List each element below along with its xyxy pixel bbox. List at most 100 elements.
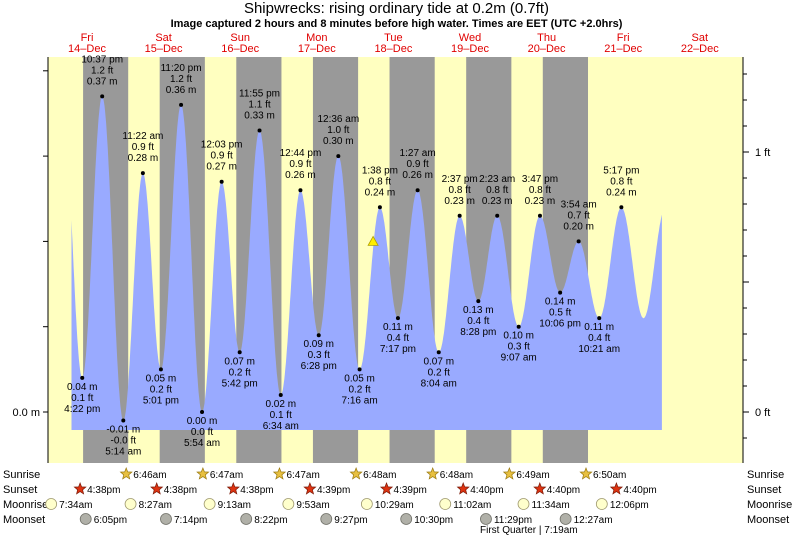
- sunrise-icon: [426, 467, 440, 480]
- moonset-icon: [480, 513, 492, 525]
- low-tide-label: 0.10 m: [503, 331, 534, 342]
- sunset-icon: [150, 482, 164, 495]
- sunset-icon: [303, 482, 317, 495]
- low-tide-label: 0.00 m: [187, 416, 218, 427]
- sunset-time: 4:40pm: [623, 485, 656, 496]
- date-label: 21–Dec: [604, 43, 642, 55]
- date-label: 19–Dec: [451, 43, 489, 55]
- day-of-week-label: Sat: [155, 32, 172, 44]
- high-tide-label: 0.26 m: [285, 170, 316, 181]
- low-tide-label: 5:01 pm: [143, 395, 179, 406]
- low-tide-label: 5:14 am: [105, 447, 141, 458]
- low-tide-label: 0.09 m: [303, 339, 334, 350]
- moonset-time: 12:27am: [574, 515, 613, 526]
- moonset-time: 10:30pm: [414, 515, 453, 526]
- high-tide-label: 0.8 ft: [486, 185, 508, 196]
- high-tide-label: 2:23 am: [479, 174, 515, 185]
- low-tide-label: 10:21 am: [578, 344, 620, 355]
- moonrise-time: 7:34am: [59, 500, 92, 511]
- low-tide-label: 0.2 ft: [428, 367, 450, 378]
- moonset-time: 9:27pm: [334, 515, 367, 526]
- low-tide-label: 0.05 m: [146, 373, 177, 384]
- high-tide-label: 11:22 am: [122, 131, 163, 142]
- low-tide-label: 0.4 ft: [588, 333, 610, 344]
- low-tide-label: 0.0 ft: [191, 427, 213, 438]
- sunset-icon: [73, 482, 87, 495]
- high-tide-point: [415, 188, 420, 193]
- high-tide-label: 0.20 m: [563, 221, 594, 232]
- current-tide-marker: [367, 235, 379, 246]
- low-tide-point: [357, 367, 362, 372]
- low-tide-point: [278, 392, 283, 397]
- high-tide-label: 0.8 ft: [610, 176, 632, 187]
- sunset-icon: [609, 482, 624, 495]
- high-tide-label: 0.8 ft: [369, 176, 391, 187]
- high-tide-point: [377, 205, 382, 210]
- low-tide-label: 0.07 m: [224, 356, 255, 367]
- day-of-week-label: Fri: [617, 32, 630, 44]
- high-tide-label: 3:54 am: [561, 199, 597, 210]
- high-tide-label: 0.24 m: [606, 187, 637, 198]
- low-tide-point: [597, 316, 602, 321]
- high-tide-label: 0.33 m: [244, 111, 275, 122]
- low-tide-point: [200, 410, 205, 414]
- low-tide-point: [436, 350, 441, 355]
- low-tide-label: 0.07 m: [423, 356, 454, 367]
- row-label-right: Sunrise: [747, 469, 784, 481]
- moonset-icon: [559, 513, 572, 525]
- moonrise-icon: [124, 498, 137, 510]
- moonset-icon: [320, 513, 333, 525]
- moonrise-icon: [595, 498, 608, 510]
- sunrise-icon: [502, 467, 517, 480]
- high-tide-label: 0.9 ft: [407, 159, 429, 170]
- high-tide-label: 12:44 pm: [280, 148, 322, 159]
- low-tide-label: 5:54 am: [184, 438, 220, 449]
- row-label-left: Sunrise: [3, 469, 40, 481]
- low-tide-label: 0.2 ft: [150, 384, 172, 395]
- high-tide-label: 1.2 ft: [170, 74, 192, 85]
- sunrise-time: 6:46am: [133, 470, 166, 481]
- high-tide-point: [140, 171, 145, 176]
- low-tide-label: 0.1 ft: [270, 410, 292, 421]
- moonset-time: 8:22pm: [254, 515, 287, 526]
- y-tick-label-left: 0.0 m: [12, 407, 40, 419]
- day-of-week-label: Wed: [459, 32, 481, 44]
- date-label: 17–Dec: [298, 43, 336, 55]
- low-tide-point: [80, 375, 85, 380]
- row-label-left: Moonset: [3, 514, 45, 526]
- low-tide-label: -0.01 m: [106, 425, 140, 436]
- moonrise-time: 12:06pm: [610, 500, 649, 511]
- low-tide-label: 0.02 m: [265, 399, 296, 410]
- moonrise-icon: [203, 498, 216, 510]
- low-tide-label: 0.04 m: [67, 382, 98, 393]
- high-tide-label: 0.8 ft: [449, 185, 471, 196]
- high-tide-label: 11:20 pm: [161, 63, 202, 74]
- high-tide-label: 1.2 ft: [91, 65, 113, 76]
- low-tide-label: 0.1 ft: [71, 393, 93, 404]
- low-tide-label: 0.11 m: [584, 322, 614, 333]
- sunset-icon: [379, 482, 394, 495]
- sunrise-icon: [119, 467, 133, 480]
- low-tide-label: -0.0 ft: [111, 436, 137, 447]
- high-tide-label: 12:36 am: [317, 114, 359, 125]
- high-tide-point: [495, 213, 500, 218]
- high-tide-label: 10:37 pm: [81, 54, 123, 65]
- moonset-icon: [400, 513, 413, 525]
- low-tide-label: 0.5 ft: [549, 308, 571, 319]
- sunrise-time: 6:47am: [286, 470, 319, 481]
- high-tide-label: 2:37 pm: [442, 174, 478, 185]
- day-of-week-label: Sun: [230, 32, 250, 44]
- moonset-icon: [79, 513, 92, 525]
- sunset-time: 4:38pm: [87, 485, 120, 496]
- high-tide-label: 0.36 m: [166, 85, 197, 96]
- low-tide-label: 7:16 am: [342, 395, 378, 406]
- high-tide-point: [298, 188, 303, 193]
- moonrise-time: 9:13am: [218, 500, 251, 511]
- row-label-right: Sunset: [747, 484, 781, 496]
- date-label: 20–Dec: [528, 43, 566, 55]
- low-tide-point: [121, 418, 126, 423]
- moonset-icon: [240, 513, 253, 525]
- low-tide-label: 0.13 m: [463, 305, 494, 316]
- date-label: 15–Dec: [145, 43, 183, 55]
